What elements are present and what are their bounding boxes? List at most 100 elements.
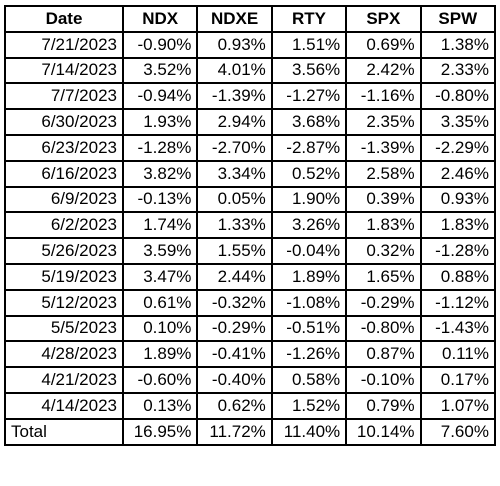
ndx-cell: 1.93%	[121, 108, 199, 136]
date-cell: 5/12/2023	[4, 288, 124, 317]
ndx-cell: 3.47%	[121, 262, 199, 291]
ndxe-cell: -1.39%	[196, 82, 273, 111]
table-row: 6/16/2023 3.82% 3.34% 0.52% 2.58% 2.46%	[4, 159, 496, 188]
rty-cell: -1.27%	[270, 82, 348, 111]
column-header-spx: SPX	[345, 5, 422, 33]
ndxe-cell: 3.34%	[196, 159, 273, 188]
ndx-cell: 3.52%	[121, 56, 199, 85]
spx-cell: -1.16%	[345, 82, 422, 111]
rty-cell: -0.51%	[270, 314, 348, 343]
spx-cell: 2.42%	[345, 56, 422, 85]
rty-cell: 0.52%	[270, 159, 348, 188]
spw-cell: 0.17%	[419, 366, 496, 394]
ndx-cell: -0.60%	[121, 366, 199, 394]
column-header-ndxe: NDXE	[196, 5, 273, 33]
spx-cell: -0.80%	[345, 314, 422, 343]
spx-cell: 0.87%	[345, 340, 422, 369]
spx-cell: 2.35%	[345, 108, 422, 136]
date-cell: 6/2/2023	[4, 211, 124, 240]
spx-cell: 0.32%	[345, 237, 422, 265]
table-row: 7/14/2023 3.52% 4.01% 3.56% 2.42% 2.33%	[4, 56, 496, 85]
header-row: Date NDX NDXE RTY SPX SPW	[4, 5, 496, 33]
rty-cell: 3.68%	[270, 108, 348, 136]
total-spx-cell: 10.14%	[345, 417, 422, 446]
column-header-date: Date	[4, 5, 124, 33]
date-cell: 7/14/2023	[4, 56, 124, 85]
table-row: 6/9/2023 -0.13% 0.05% 1.90% 0.39% 0.93%	[4, 185, 496, 214]
table-row: 7/7/2023 -0.94% -1.39% -1.27% -1.16% -0.80%	[4, 82, 496, 111]
spw-cell: 0.11%	[419, 340, 496, 369]
column-header-spw: SPW	[419, 5, 496, 33]
date-cell: 6/23/2023	[4, 133, 124, 162]
ndx-cell: 3.82%	[121, 159, 199, 188]
rty-cell: 0.58%	[270, 366, 348, 394]
spw-cell: -2.29%	[419, 133, 496, 162]
ndx-cell: 1.89%	[121, 340, 199, 369]
spx-cell: -0.10%	[345, 366, 422, 394]
ndx-cell: -0.90%	[121, 30, 199, 59]
date-cell: 6/30/2023	[4, 108, 124, 136]
table-row: 6/2/2023 1.74% 1.33% 3.26% 1.83% 1.83%	[4, 211, 496, 240]
total-row: Total 16.95% 11.72% 11.40% 10.14% 7.60%	[4, 417, 496, 446]
date-cell: 5/5/2023	[4, 314, 124, 343]
total-ndxe-cell: 11.72%	[196, 417, 273, 446]
total-label-cell: Total	[4, 417, 124, 446]
ndx-cell: -1.28%	[121, 133, 199, 162]
date-cell: 4/21/2023	[4, 366, 124, 394]
spx-cell: -0.29%	[345, 288, 422, 317]
table-row: 7/21/2023 -0.90% 0.93% 1.51% 0.69% 1.38%	[4, 30, 496, 59]
spw-cell: -0.80%	[419, 82, 496, 111]
table-row: 5/19/2023 3.47% 2.44% 1.89% 1.65% 0.88%	[4, 262, 496, 291]
spw-cell: 0.93%	[419, 185, 496, 214]
table-body: 7/21/2023 -0.90% 0.93% 1.51% 0.69% 1.38% 7/14/…	[4, 30, 496, 420]
rty-cell: -1.08%	[270, 288, 348, 317]
ndxe-cell: -2.70%	[196, 133, 273, 162]
spw-cell: -1.28%	[419, 237, 496, 265]
ndx-cell: -0.13%	[121, 185, 199, 214]
date-cell: 7/21/2023	[4, 30, 124, 59]
weekly-returns-table: Date NDX NDXE RTY SPX SPW 7/21/2023 -0.90…	[4, 5, 496, 446]
spx-cell: 0.79%	[345, 391, 422, 420]
table-row: 5/12/2023 0.61% -0.32% -1.08% -0.29% -1.12%	[4, 288, 496, 317]
ndxe-cell: 2.94%	[196, 108, 273, 136]
table-row: 4/21/2023 -0.60% -0.40% 0.58% -0.10% 0.17%	[4, 366, 496, 394]
spx-cell: 2.58%	[345, 159, 422, 188]
ndx-cell: 3.59%	[121, 237, 199, 265]
ndx-cell: 0.10%	[121, 314, 199, 343]
rty-cell: 1.52%	[270, 391, 348, 420]
table-row: 5/5/2023 0.10% -0.29% -0.51% -0.80% -1.43%	[4, 314, 496, 343]
date-cell: 4/28/2023	[4, 340, 124, 369]
ndx-cell: 0.61%	[121, 288, 199, 317]
ndxe-cell: -0.29%	[196, 314, 273, 343]
column-header-ndx: NDX	[121, 5, 199, 33]
spw-cell: -1.12%	[419, 288, 496, 317]
table-row: 4/14/2023 0.13% 0.62% 1.52% 0.79% 1.07%	[4, 391, 496, 420]
date-cell: 5/19/2023	[4, 262, 124, 291]
total-ndx-cell: 16.95%	[121, 417, 199, 446]
spw-cell: 1.07%	[419, 391, 496, 420]
rty-cell: -2.87%	[270, 133, 348, 162]
rty-cell: 1.90%	[270, 185, 348, 214]
rty-cell: 3.26%	[270, 211, 348, 240]
date-cell: 6/16/2023	[4, 159, 124, 188]
spx-cell: 0.69%	[345, 30, 422, 59]
spw-cell: 2.33%	[419, 56, 496, 85]
ndxe-cell: 4.01%	[196, 56, 273, 85]
rty-cell: -0.04%	[270, 237, 348, 265]
ndxe-cell: -0.40%	[196, 366, 273, 394]
ndx-cell: -0.94%	[121, 82, 199, 111]
spw-cell: 0.88%	[419, 262, 496, 291]
ndxe-cell: 1.55%	[196, 237, 273, 265]
spw-cell: 1.83%	[419, 211, 496, 240]
date-cell: 4/14/2023	[4, 391, 124, 420]
rty-cell: 1.51%	[270, 30, 348, 59]
ndxe-cell: -0.32%	[196, 288, 273, 317]
ndx-cell: 1.74%	[121, 211, 199, 240]
ndxe-cell: 2.44%	[196, 262, 273, 291]
spw-cell: 3.35%	[419, 108, 496, 136]
date-cell: 7/7/2023	[4, 82, 124, 111]
ndxe-cell: 0.05%	[196, 185, 273, 214]
table-row: 5/26/2023 3.59% 1.55% -0.04% 0.32% -1.28%	[4, 237, 496, 265]
column-header-rty: RTY	[270, 5, 348, 33]
ndxe-cell: 1.33%	[196, 211, 273, 240]
